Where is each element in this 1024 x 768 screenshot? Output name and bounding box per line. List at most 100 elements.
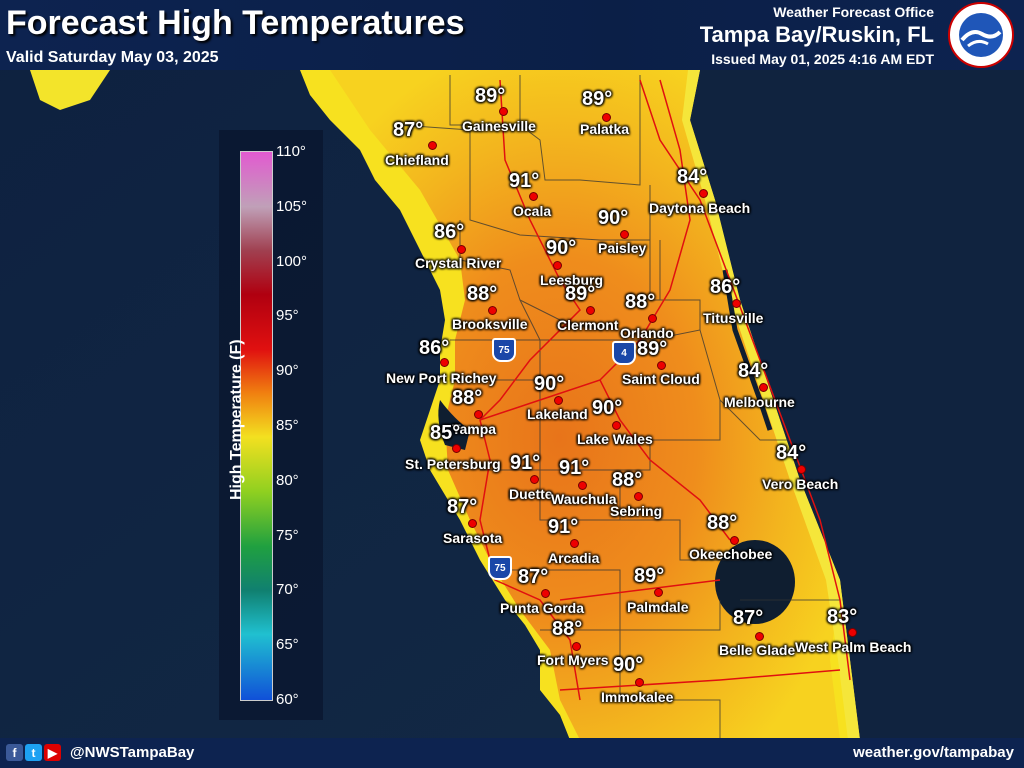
- city-name: Lake Wales: [577, 431, 653, 447]
- facebook-icon[interactable]: f: [6, 744, 23, 761]
- city-temperature: 87°: [733, 607, 764, 629]
- city-temperature: 84°: [738, 360, 769, 382]
- city-temperature: 85°: [430, 422, 461, 444]
- city-temperature: 86°: [434, 221, 465, 243]
- city-marker[interactable]: [612, 421, 621, 430]
- city-marker[interactable]: [529, 192, 538, 201]
- city-temperature: 91°: [548, 516, 579, 538]
- city-temperature: 84°: [776, 442, 807, 464]
- city-marker[interactable]: [759, 383, 768, 392]
- city-marker[interactable]: [488, 306, 497, 315]
- legend-tick-label: 110°: [276, 143, 306, 160]
- city-marker[interactable]: [657, 361, 666, 370]
- city-name: New Port Richey: [386, 370, 497, 386]
- legend-tick-label: 85°: [276, 417, 299, 434]
- city-marker[interactable]: [635, 678, 644, 687]
- city-name: Crystal River: [415, 255, 502, 271]
- legend-tick-label: 65°: [276, 636, 299, 654]
- social-handle[interactable]: @NWSTampaBay: [70, 744, 195, 761]
- city-marker[interactable]: [428, 141, 437, 150]
- city-name: Palatka: [580, 121, 630, 137]
- city-temperature: 91°: [509, 170, 540, 192]
- city-marker[interactable]: [578, 481, 587, 490]
- city-temperature: 91°: [510, 452, 541, 474]
- city-temperature: 88°: [707, 512, 738, 534]
- city-temperature: 91°: [559, 457, 590, 479]
- city-temperature: 87°: [447, 496, 478, 518]
- city-name: Palmdale: [627, 599, 689, 615]
- city-name: Titusville: [703, 310, 764, 326]
- city-name: St. Petersburg: [405, 456, 501, 472]
- city-marker[interactable]: [553, 261, 562, 270]
- city-marker[interactable]: [755, 632, 764, 641]
- city-marker[interactable]: [620, 230, 629, 239]
- city-marker[interactable]: [634, 492, 643, 501]
- city-name: Fort Myers: [537, 652, 609, 668]
- city-temperature: 88°: [467, 283, 498, 305]
- legend-tick-label: 105°: [276, 197, 308, 215]
- city-marker[interactable]: [699, 189, 708, 198]
- city-temperature: 89°: [634, 565, 665, 587]
- city-temperature: 87°: [518, 566, 549, 588]
- city-marker[interactable]: [554, 396, 563, 405]
- office-label: Weather Forecast Office: [773, 4, 934, 20]
- city-temperature: 88°: [452, 387, 483, 409]
- city-marker[interactable]: [654, 588, 663, 597]
- city-marker[interactable]: [452, 444, 461, 453]
- city-marker[interactable]: [499, 107, 508, 116]
- nws-logo-icon[interactable]: [948, 2, 1014, 68]
- twitter-icon[interactable]: t: [25, 744, 42, 761]
- office-name: Tampa Bay/Ruskin, FL: [699, 22, 934, 47]
- city-marker[interactable]: [730, 536, 739, 545]
- city-name: Orlando: [620, 325, 674, 341]
- city-name: Arcadia: [548, 550, 600, 566]
- city-marker[interactable]: [648, 314, 657, 323]
- city-marker[interactable]: [848, 628, 857, 637]
- legend-tick-label: 60°: [276, 691, 299, 708]
- legend-tick-label: 90°: [276, 362, 299, 380]
- interstate-4-shield: 4: [612, 341, 636, 365]
- city-marker[interactable]: [602, 113, 611, 122]
- city-marker[interactable]: [541, 589, 550, 598]
- website-link[interactable]: weather.gov/tampabay: [853, 744, 1014, 761]
- city-name: Daytona Beach: [649, 200, 751, 216]
- youtube-icon[interactable]: ▶: [44, 744, 61, 761]
- city-temperature: 89°: [565, 283, 596, 305]
- city-name: Chiefland: [385, 152, 449, 168]
- issued-time: Issued May 01, 2025 4:16 AM EDT: [711, 51, 934, 67]
- city-temperature: 90°: [613, 654, 644, 676]
- city-marker[interactable]: [732, 299, 741, 308]
- city-marker[interactable]: [586, 306, 595, 315]
- city-name: Clermont: [557, 317, 619, 333]
- valid-date: Valid Saturday May 03, 2025: [6, 49, 219, 66]
- footer-bar: [0, 738, 1024, 768]
- interstate-75-shield: 75: [488, 556, 512, 580]
- city-marker[interactable]: [474, 410, 483, 419]
- header-bar: [0, 0, 1024, 70]
- city-temperature: 88°: [552, 618, 583, 640]
- city-marker[interactable]: [797, 465, 806, 474]
- city-temperature: 86°: [419, 337, 450, 359]
- city-temperature: 89°: [582, 88, 613, 110]
- city-marker[interactable]: [530, 475, 539, 484]
- city-name: Brooksville: [452, 316, 528, 332]
- city-marker[interactable]: [468, 519, 477, 528]
- city-name: Gainesville: [462, 118, 536, 134]
- city-marker[interactable]: [570, 539, 579, 548]
- city-name: Immokalee: [601, 689, 674, 705]
- city-temperature: 84°: [677, 166, 708, 188]
- city-temperature: 90°: [534, 373, 565, 395]
- city-marker[interactable]: [572, 642, 581, 651]
- city-temperature: 90°: [592, 397, 623, 419]
- city-temperature: 89°: [475, 85, 506, 107]
- city-name: Paisley: [598, 240, 647, 256]
- city-marker[interactable]: [457, 245, 466, 254]
- city-name: Tampa: [452, 421, 497, 437]
- legend-title: High Temperature (F): [228, 339, 245, 500]
- interstate-75-shield: 75: [492, 338, 516, 362]
- city-name: Sarasota: [443, 530, 503, 546]
- color-scale-bar: [240, 151, 273, 701]
- city-marker[interactable]: [440, 358, 449, 367]
- city-name: West Palm Beach: [795, 639, 912, 655]
